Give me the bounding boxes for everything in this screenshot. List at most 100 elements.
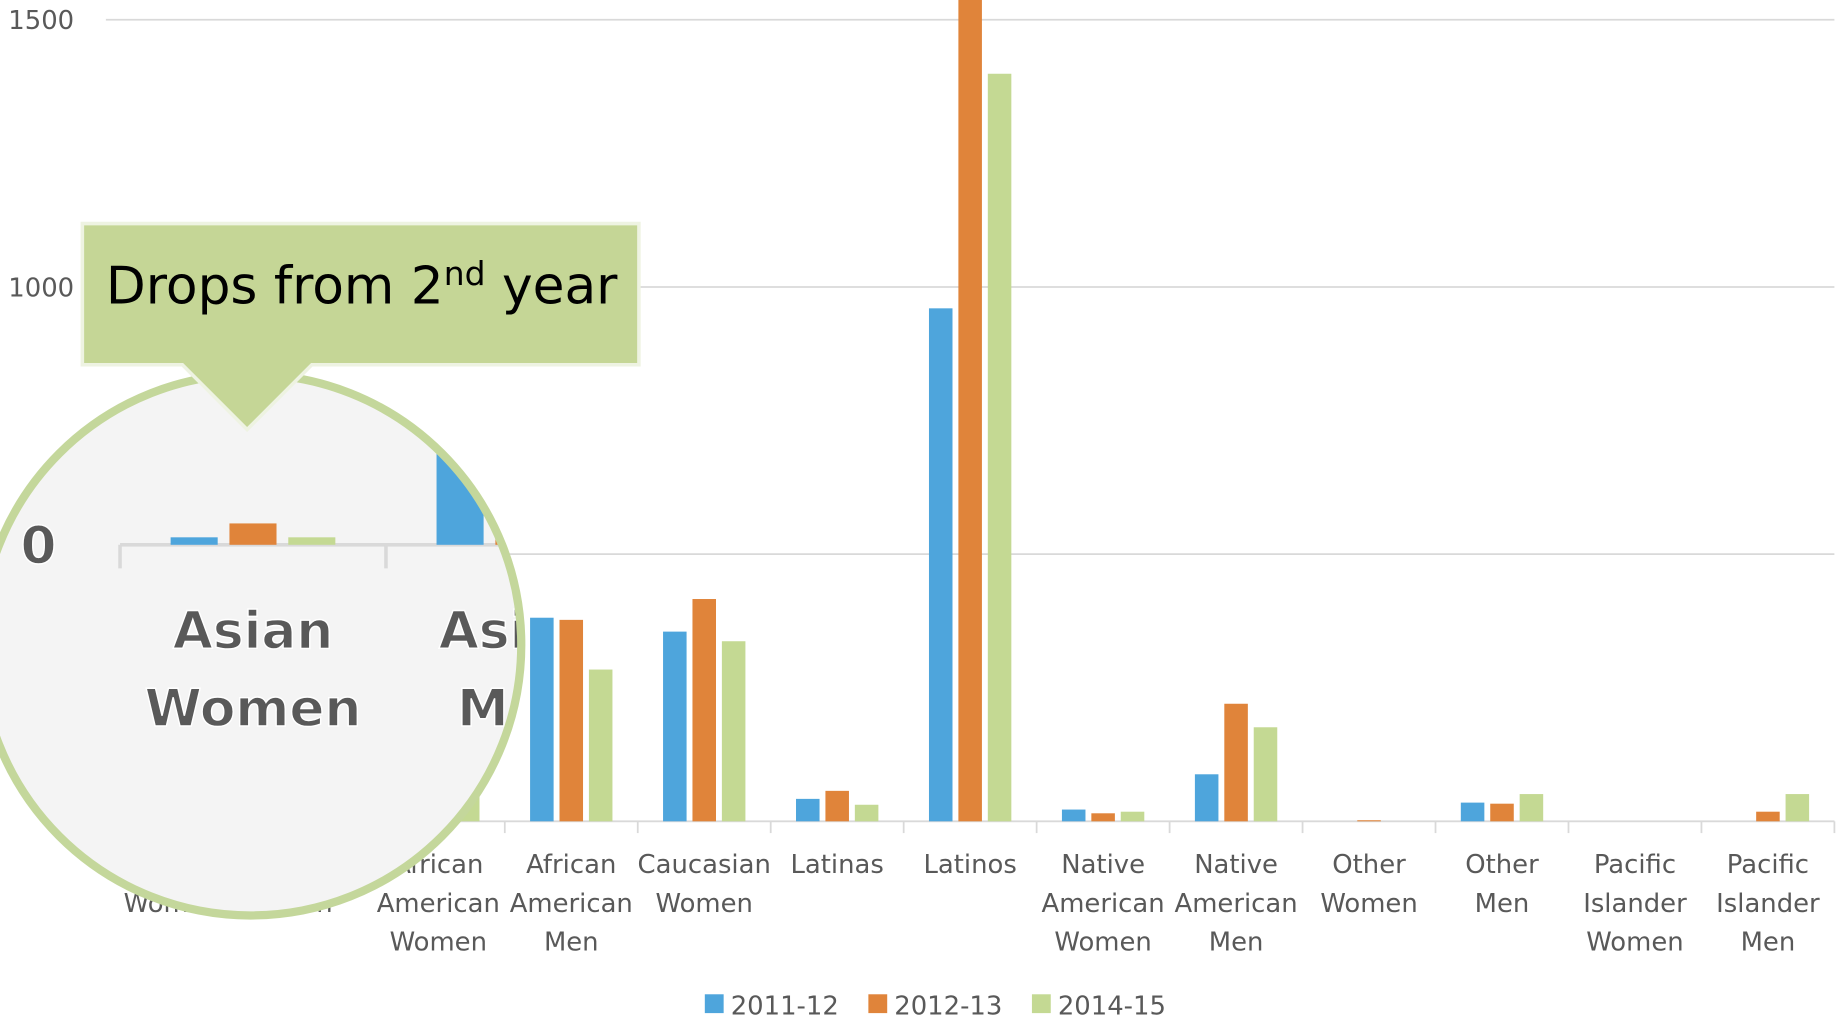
y-tick-label: 0: [20, 517, 56, 577]
x-tick-label-line: Other: [1332, 850, 1406, 880]
x-tick-label-line: American: [647, 679, 922, 739]
x-tick-label-line: Women: [390, 928, 487, 958]
bar: [1520, 794, 1544, 821]
x-tick-label-line: American: [510, 889, 633, 919]
y-tick-label: 1000: [8, 273, 74, 303]
bar: [1490, 804, 1514, 822]
bar: [554, 438, 601, 545]
bar: [958, 0, 982, 821]
x-tick-label-line: Women: [1054, 928, 1151, 958]
x-tick-label-line: Native: [1194, 850, 1278, 880]
bar: [825, 791, 849, 821]
x-tick-label-line: Pacific: [1727, 850, 1809, 880]
bar: [820, 235, 867, 545]
bar: [530, 618, 554, 822]
bar: [1461, 803, 1485, 822]
x-tick-label-line: Latinos: [1742, 601, 1845, 661]
bar: [1254, 727, 1278, 821]
bar: [1352, 185, 1399, 545]
x-tick-label-line: Men: [544, 928, 599, 958]
bar: [929, 308, 953, 821]
legend-swatch: [868, 994, 887, 1013]
bar: [1618, 512, 1665, 545]
x-tick-label-line: Native: [1061, 850, 1145, 880]
bar: [1825, 0, 1845, 545]
bar: [1293, 100, 1340, 545]
x-tick-label-line: Women: [656, 889, 753, 919]
bar: [1766, 0, 1813, 545]
x-tick-label: Caucasian Women: [638, 850, 771, 919]
x-tick-label-line: Latinas: [791, 850, 884, 880]
bar: [560, 620, 584, 821]
x-tick-label-line: Islander: [1716, 889, 1820, 919]
x-tick-label-line: Caucasian: [638, 850, 771, 880]
bar: [1500, 500, 1547, 545]
bar: [702, 149, 749, 544]
bar: [692, 599, 716, 821]
x-tick-label-line: Caucasian: [1169, 601, 1465, 661]
bar: [663, 632, 687, 822]
bar: [589, 670, 613, 822]
x-tick-label: African American Men: [510, 850, 633, 958]
x-tick-label: Latinas: [1476, 601, 1689, 661]
bar: [988, 74, 1012, 822]
x-tick-label-line: Latinas: [1476, 601, 1689, 661]
x-tick-label-line: American: [1042, 889, 1165, 919]
bar: [437, 384, 484, 544]
chart: 050010001500AsianWomenAsianMenAfricanAme…: [0, 0, 1845, 1019]
callout-superscript: nd: [444, 254, 486, 293]
x-tick-label-line: Women: [145, 679, 362, 739]
bar: [288, 537, 335, 544]
bar: [1357, 820, 1381, 821]
x-tick-label-line: Women: [1320, 889, 1417, 919]
x-tick-label-line: Asian: [173, 601, 333, 661]
legend-label: 2012-13: [894, 991, 1002, 1019]
bar: [1756, 812, 1780, 822]
bar: [796, 799, 820, 821]
bar: [1559, 484, 1606, 545]
bar: [1027, 142, 1074, 545]
x-tick-label: Latinos: [1742, 601, 1845, 661]
bar: [1091, 813, 1115, 821]
x-tick-label: Native American Women: [1042, 850, 1165, 958]
bar: [229, 523, 276, 544]
x-tick-label-line: Women: [1586, 928, 1683, 958]
x-tick-label-line: American: [377, 889, 500, 919]
x-tick-label: Pacific Islander Women: [1583, 850, 1687, 958]
x-tick-label-line: Islander: [1583, 889, 1687, 919]
callout-text-part: year: [486, 257, 619, 317]
callout-text: Drops from 2nd year: [106, 254, 618, 317]
x-tick-label: Latinas: [791, 850, 884, 880]
bar: [1234, 165, 1281, 544]
x-tick-label: Pacific Islander Men: [1716, 850, 1820, 958]
legend-swatch: [705, 994, 724, 1013]
bar: [855, 805, 879, 822]
x-tick-label: Latinos: [923, 850, 1016, 880]
callout-text-part: Drops from 2: [106, 257, 444, 317]
x-tick-label-line: American: [1175, 889, 1298, 919]
x-tick-label-line: Men: [1475, 889, 1530, 919]
y-tick-label: 1500: [8, 6, 74, 36]
x-tick-label-line: Latinos: [923, 850, 1016, 880]
bar: [495, 406, 542, 545]
x-tick-label: Other Men: [1465, 850, 1539, 919]
bar: [1224, 704, 1248, 822]
legend-label: 2014-15: [1058, 991, 1166, 1019]
bar: [1195, 774, 1219, 821]
x-tick-label-line: Men: [1741, 928, 1796, 958]
legend-swatch: [1032, 994, 1051, 1013]
x-tick-label: Other Women: [1320, 850, 1417, 919]
x-tick-label-line: African: [526, 850, 616, 880]
x-tick-label-line: Pacific: [1594, 850, 1676, 880]
x-tick-label-line: Men: [1209, 928, 1264, 958]
x-tick-label-line: Other: [1465, 850, 1539, 880]
bar: [761, 192, 808, 545]
x-tick-label: Native American Men: [1175, 850, 1298, 958]
bar: [1062, 810, 1086, 822]
magnifier: 050010001500AsianWomenAsianMenAfricanAme…: [0, 0, 1845, 915]
x-tick-label-line: American: [913, 679, 1188, 739]
